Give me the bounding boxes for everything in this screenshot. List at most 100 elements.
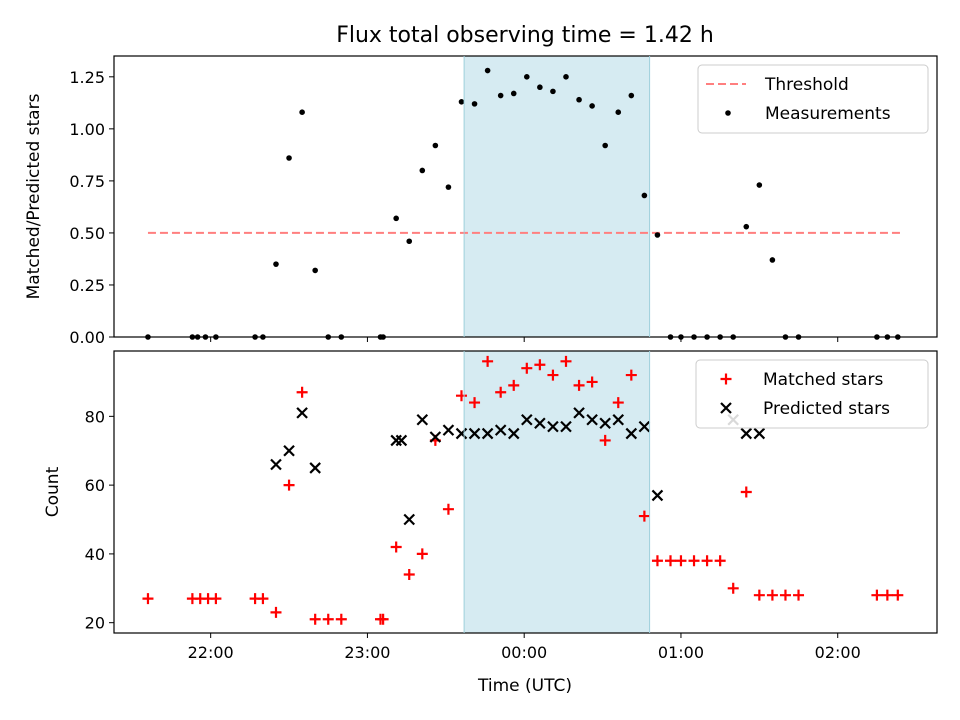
bottom-plot-marks — [142, 355, 904, 625]
matched-star-point — [283, 479, 295, 491]
y-tick-label: 1.00 — [69, 120, 105, 139]
measurement-point — [419, 167, 426, 174]
measurement-point — [458, 98, 465, 105]
legend-label: Threshold — [764, 75, 849, 95]
predicted-star-point — [468, 427, 481, 440]
matched-star-point — [727, 582, 739, 594]
matched-star-point — [309, 613, 321, 625]
matched-star-point — [701, 555, 713, 567]
legend-label: Matched stars — [763, 370, 883, 390]
matched-star-point — [534, 359, 546, 371]
predicted-star-point — [403, 513, 416, 526]
matched-star-point — [638, 510, 650, 522]
x-tick-label: 22:00 — [188, 643, 234, 662]
y-tick-label: 0.75 — [69, 172, 105, 191]
measurement-point — [484, 67, 491, 74]
predicted-star-point — [573, 407, 585, 419]
measurement-point — [312, 267, 318, 274]
matched-star-point — [586, 376, 598, 388]
predicted-star-point — [296, 407, 308, 419]
matched-star-point — [296, 386, 308, 398]
matched-star-point — [779, 589, 791, 601]
matched-star-point — [482, 355, 494, 367]
predicted-star-point — [612, 414, 625, 426]
legend-measurement-swatch — [725, 110, 731, 116]
top-y-ticks: 0.00 0.25 0.50 0.75 1.00 1.25 — [69, 68, 114, 347]
matched-star-point — [599, 434, 611, 446]
matched-star-point — [377, 613, 389, 625]
x-tick-label: 23:00 — [344, 643, 390, 662]
predicted-star-point — [753, 427, 766, 440]
predicted-star-point — [481, 427, 494, 440]
matched-star-point — [612, 397, 624, 409]
matched-star-point — [871, 589, 883, 601]
measurement-point — [406, 238, 413, 245]
measurement-point — [628, 92, 635, 99]
predicted-star-point — [599, 417, 611, 429]
predicted-star-point — [560, 420, 572, 433]
measurement-point — [510, 90, 517, 97]
measurement-point — [615, 109, 622, 115]
measurement-point — [286, 155, 292, 161]
measurement-point — [654, 232, 661, 238]
y-tick-label: 40 — [85, 545, 105, 564]
bottom-y-ticks: 20 40 60 80 — [85, 407, 114, 633]
measurement-point — [589, 103, 595, 109]
y-tick-label: 80 — [85, 407, 105, 426]
matched-star-point — [560, 355, 572, 367]
measurement-point — [432, 142, 439, 149]
legend-label: Measurements — [765, 104, 891, 124]
predicted-star-point — [586, 414, 598, 426]
x-tick-label: 01:00 — [658, 643, 704, 662]
legend-box — [695, 359, 929, 429]
legend-box — [697, 64, 929, 134]
predicted-star-point — [283, 444, 295, 457]
matched-star-point — [403, 569, 415, 581]
y-tick-label: 1.25 — [69, 68, 105, 87]
top-y-axis-label: Matched/Predicted stars — [24, 93, 44, 299]
matched-star-point — [495, 386, 507, 398]
measurement-point — [273, 261, 279, 267]
measurement-point — [769, 257, 776, 263]
bottom-panel: 20 40 60 80 22:00 23:00 00:00 01:00 02:00 Count… — [43, 350, 938, 662]
matched-star-point — [508, 379, 520, 391]
matched-star-point — [665, 555, 677, 567]
predicted-star-point — [442, 424, 455, 436]
y-tick-label: 60 — [85, 476, 105, 495]
predicted-star-point — [534, 417, 546, 429]
matched-star-point — [892, 589, 904, 601]
y-tick-label: 0.50 — [69, 224, 105, 243]
x-axis-label: Time (UTC) — [477, 676, 572, 696]
matched-star-point — [335, 613, 347, 625]
bottom-legend: Matched stars Predicted stars — [695, 359, 929, 429]
top-x-ticks — [210, 337, 839, 342]
measurement-point — [756, 182, 763, 188]
predicted-star-point — [625, 427, 638, 440]
bottom-shaded-span — [464, 351, 650, 633]
matched-star-point — [547, 369, 559, 381]
top-panel: 0.00 0.25 0.50 0.75 1.00 1.25 Matched/Predict… — [24, 55, 938, 347]
measurement-point — [471, 101, 478, 107]
matched-star-point — [714, 555, 726, 567]
bottom-y-axis-label: Count — [43, 466, 63, 517]
chart-title: Flux total observing time = 1.42 h — [336, 23, 714, 48]
matched-star-point — [210, 593, 222, 605]
predicted-star-point — [651, 489, 664, 502]
measurement-point — [524, 74, 530, 80]
measurement-point — [445, 184, 452, 190]
measurement-point — [537, 84, 543, 91]
bottom-x-ticks: 22:00 23:00 00:00 01:00 02:00 — [188, 633, 861, 662]
top-shaded-span — [464, 56, 650, 337]
matched-star-point — [675, 555, 687, 567]
matched-star-point — [740, 486, 752, 498]
measurement-point — [563, 74, 569, 80]
x-tick-label: 02:00 — [815, 643, 861, 662]
matched-star-point — [455, 390, 467, 402]
matched-star-point — [416, 548, 428, 560]
bottom-axes-frame — [113, 350, 938, 634]
measurement-point — [393, 215, 399, 222]
measurement-point — [602, 142, 608, 149]
predicted-star-point — [390, 434, 402, 447]
measurement-point — [641, 192, 648, 199]
